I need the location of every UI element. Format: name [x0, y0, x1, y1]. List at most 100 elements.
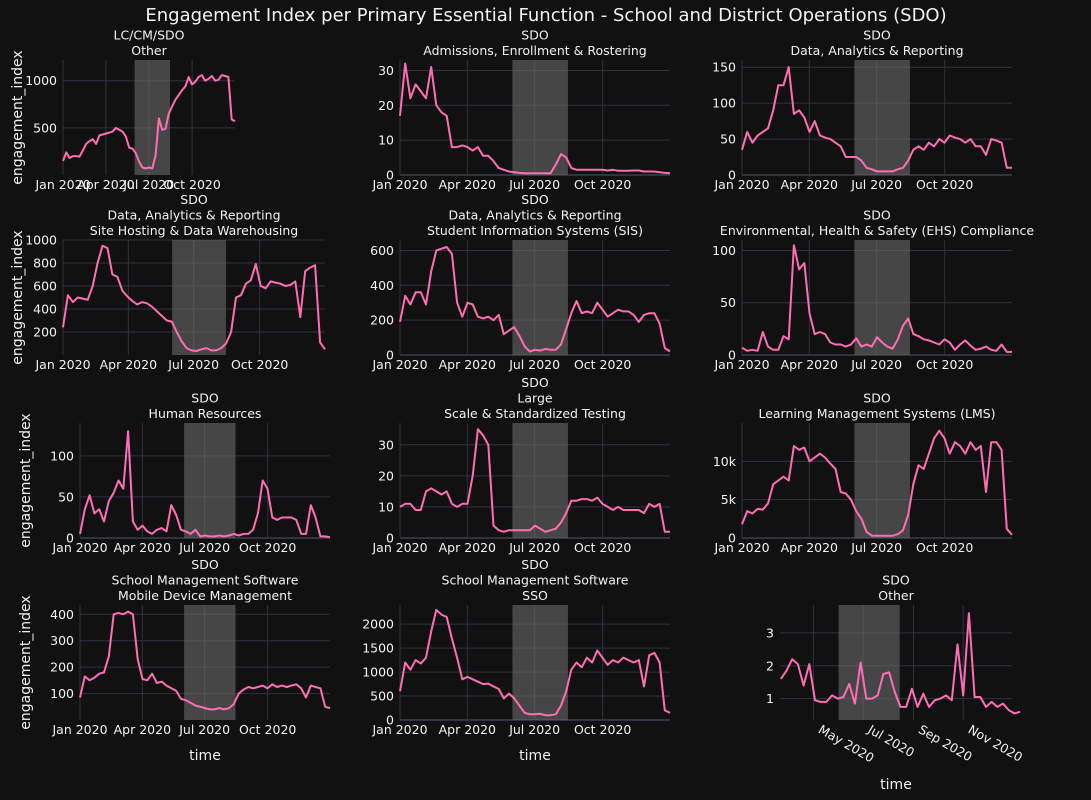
- x-tick-label: Jul 2020: [508, 722, 560, 737]
- y-tick-label: 150: [712, 60, 736, 75]
- x-tick-label: May 2020: [816, 722, 877, 766]
- y-tick-label: 0: [728, 348, 736, 363]
- engagement-line: [779, 612, 1021, 715]
- x-tick-label: Oct 2020: [239, 722, 296, 737]
- y-tick-label: 1000: [362, 665, 394, 680]
- shaded-period: [512, 605, 568, 720]
- x-tick-label: Jan 2020: [371, 177, 427, 192]
- y-tick-label: 1000: [25, 233, 57, 248]
- shaded-period: [512, 60, 568, 175]
- y-tick-label: 20: [378, 98, 394, 113]
- y-tick-label: 400: [370, 278, 394, 293]
- subplot-subtitle-line: SDO: [863, 208, 891, 223]
- y-tick-label: 5k: [721, 492, 737, 507]
- subplot-subtitle-line: Data, Analytics & Reporting: [790, 43, 963, 58]
- shaded-period: [512, 423, 568, 538]
- subplot-subtitle-line: SDO: [191, 557, 219, 572]
- y-axis-title: engagement_index: [18, 595, 34, 729]
- x-tick-label: Nov 2020: [966, 722, 1026, 765]
- y-tick-label: 800: [33, 256, 57, 271]
- x-tick-label: Sep 2020: [916, 722, 975, 765]
- x-tick-label: Oct 2020: [163, 177, 220, 192]
- engagement-line: [62, 244, 326, 352]
- y-tick-label: 100: [50, 686, 74, 701]
- subplot-subtitle-line: Learning Management Systems (LMS): [758, 406, 995, 421]
- shaded-period: [512, 240, 568, 355]
- subplot-subtitle-line: Human Resources: [149, 406, 262, 421]
- x-tick-label: Oct 2020: [574, 722, 631, 737]
- shaded-period: [184, 605, 236, 720]
- engagement-line: [741, 244, 1012, 353]
- x-tick-label: Jan 2020: [713, 540, 769, 555]
- shaded-period: [854, 423, 910, 538]
- x-tick-label: Oct 2020: [574, 177, 631, 192]
- y-tick-label: 400: [33, 302, 57, 317]
- shaded-period: [172, 240, 226, 355]
- y-tick-label: 3: [766, 625, 774, 640]
- subplot-subtitle-line: Other: [131, 43, 167, 58]
- engagement-line: [741, 66, 1012, 173]
- y-tick-label: 100: [712, 243, 736, 258]
- x-tick-label: Apr 2020: [439, 177, 496, 192]
- subplot-subtitle-line: SDO: [521, 192, 549, 207]
- subplot-subtitle-line: Environmental, Health & Safety (EHS) Com…: [720, 223, 1034, 238]
- shaded-period: [854, 60, 910, 175]
- x-tick-label: Jul 2020: [508, 540, 560, 555]
- y-tick-label: 200: [50, 660, 74, 675]
- y-axis-title: engagement_index: [10, 50, 26, 184]
- subplot-subtitle-line: Mobile Device Management: [118, 588, 292, 603]
- subplot-subtitle-line: Data, Analytics & Reporting: [448, 208, 621, 223]
- x-tick-label: Jan 2020: [34, 177, 90, 192]
- chart-title: Engagement Index per Primary Essential F…: [145, 5, 946, 26]
- y-tick-label: 0: [66, 531, 74, 546]
- y-tick-label: 50: [720, 132, 736, 147]
- subplot-subtitle-line: SDO: [521, 28, 549, 43]
- y-tick-label: 400: [50, 607, 74, 622]
- x-tick-label: Oct 2020: [239, 540, 296, 555]
- x-tick-label: Jan 2020: [51, 540, 107, 555]
- x-tick-label: Apr 2020: [781, 357, 838, 372]
- y-tick-label: 50: [720, 295, 736, 310]
- y-tick-label: 2000: [362, 617, 394, 632]
- engagement-line: [399, 608, 671, 717]
- y-tick-label: 0: [386, 168, 394, 183]
- x-axis-title: time: [519, 748, 551, 764]
- y-tick-label: 30: [378, 63, 394, 78]
- subplot-subtitle-line: SDO: [180, 192, 208, 207]
- x-tick-label: Apr 2020: [439, 540, 496, 555]
- subplot-subtitle-line: School Management Software: [112, 573, 299, 588]
- x-tick-label: Jul 2020: [850, 357, 902, 372]
- x-tick-label: Apr 2020: [114, 540, 171, 555]
- shaded-period: [134, 60, 170, 175]
- y-tick-label: 1000: [25, 73, 57, 88]
- x-tick-label: Jan 2020: [371, 722, 427, 737]
- x-axis-title: time: [189, 748, 221, 764]
- x-tick-label: Oct 2020: [231, 357, 288, 372]
- x-tick-label: Apr 2020: [439, 722, 496, 737]
- x-tick-label: Oct 2020: [916, 540, 973, 555]
- y-tick-label: 200: [33, 325, 57, 340]
- subplot-subtitle-line: Scale & Standardized Testing: [444, 406, 626, 421]
- subplot-subtitle-line: SDO: [863, 391, 891, 406]
- subplot-subtitle-line: SDO: [863, 28, 891, 43]
- x-tick-label: Jul 2020: [178, 722, 230, 737]
- subplot-subtitle-line: SDO: [521, 557, 549, 572]
- engagement-line: [399, 246, 671, 353]
- subplot-subtitle-line: SDO: [191, 391, 219, 406]
- shaded-period: [184, 423, 236, 538]
- y-tick-label: 10: [378, 499, 394, 514]
- x-tick-label: Oct 2020: [916, 357, 973, 372]
- subplot-subtitle-line: SDO: [521, 375, 549, 390]
- y-tick-label: 20: [378, 468, 394, 483]
- x-tick-label: Jul 2020: [508, 357, 560, 372]
- y-tick-label: 100: [50, 448, 74, 463]
